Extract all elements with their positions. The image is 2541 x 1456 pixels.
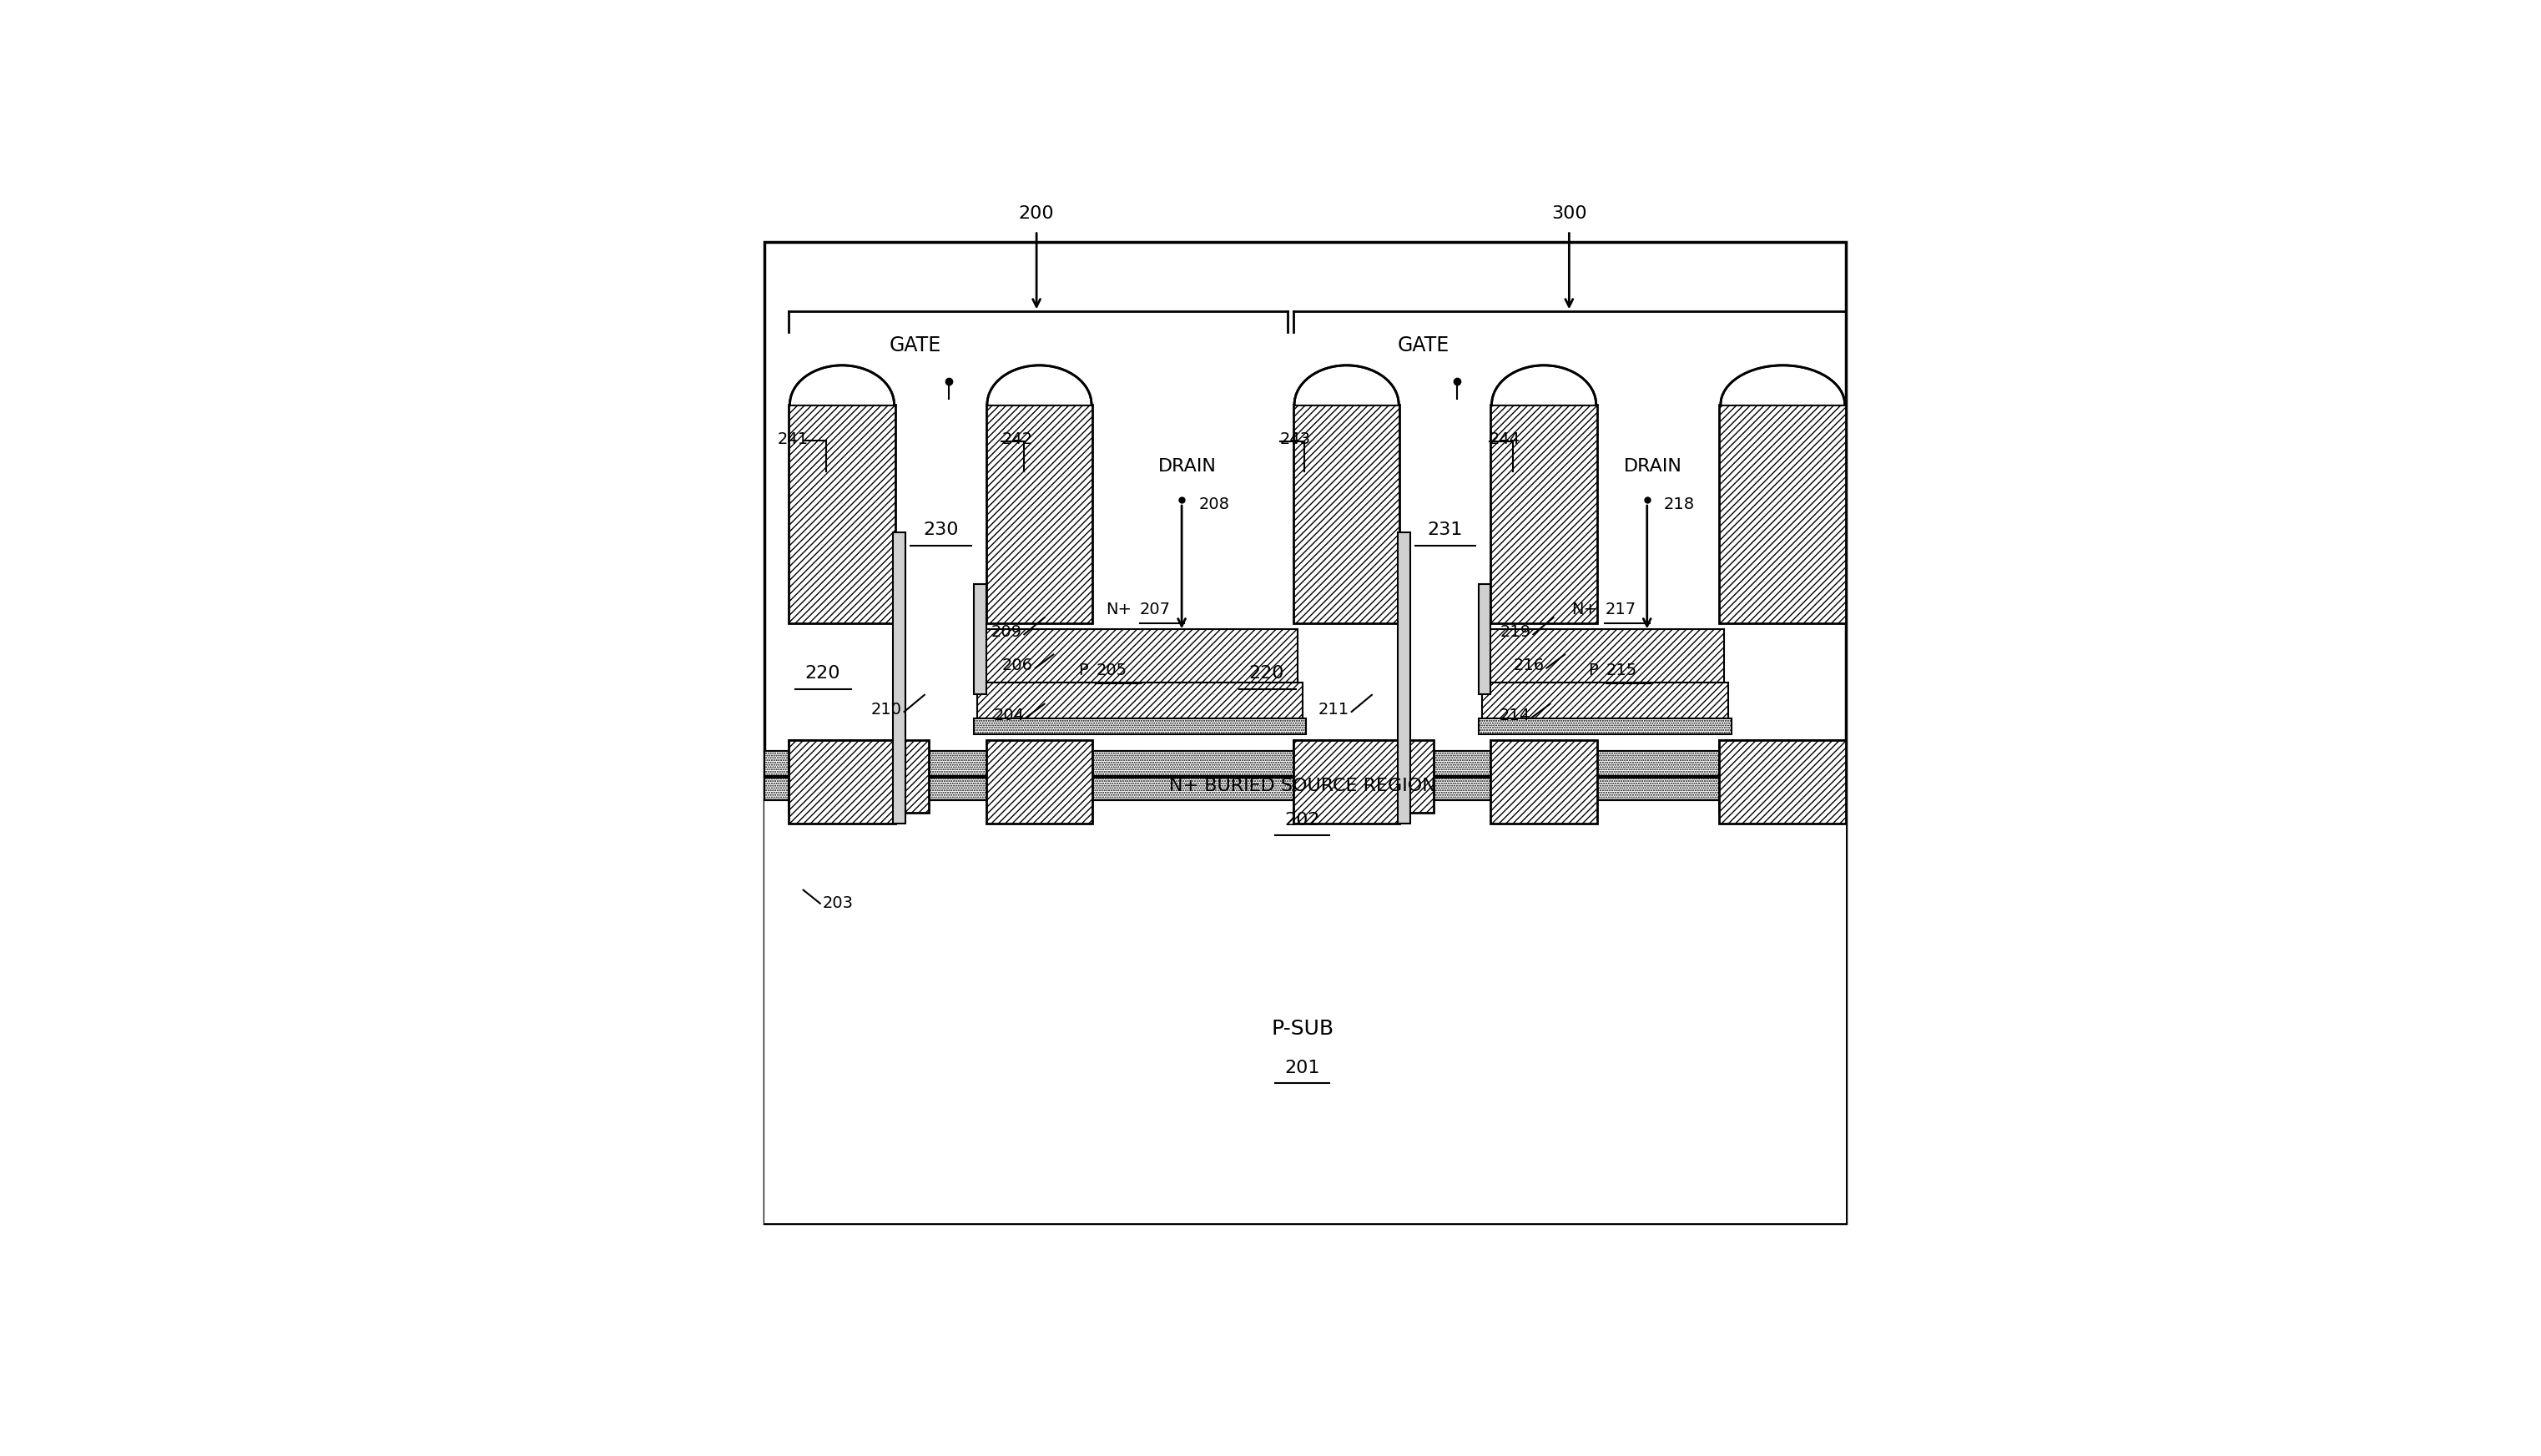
Polygon shape [788, 365, 894, 405]
Bar [1293, 740, 1433, 812]
Text: 207: 207 [1141, 601, 1171, 617]
Polygon shape [1720, 365, 1847, 405]
Text: 201: 201 [1286, 1060, 1319, 1076]
Text: 206: 206 [1001, 658, 1034, 674]
Bar [1492, 740, 1598, 824]
Bar [892, 533, 905, 824]
Bar [1486, 629, 1723, 683]
Bar [1720, 740, 1847, 824]
Text: 300: 300 [1553, 205, 1588, 221]
Bar [1720, 740, 1847, 812]
Text: 203: 203 [823, 895, 854, 911]
Text: 231: 231 [1428, 521, 1464, 539]
Bar [765, 751, 1847, 776]
Bar [1398, 533, 1410, 824]
Bar [765, 242, 1847, 1223]
Text: 215: 215 [1606, 662, 1636, 678]
Text: 200: 200 [1019, 205, 1055, 221]
Text: 202: 202 [1286, 812, 1319, 828]
Text: P: P [1077, 662, 1088, 678]
Bar [1720, 405, 1847, 623]
Text: 244: 244 [1489, 431, 1520, 447]
Bar [788, 405, 894, 623]
Bar [788, 740, 930, 812]
Bar [1293, 740, 1400, 824]
Text: GATE: GATE [889, 335, 940, 355]
Bar [981, 629, 1298, 683]
Text: 220: 220 [805, 665, 841, 681]
Bar [986, 405, 1093, 623]
Bar [973, 718, 1306, 734]
Text: P-SUB: P-SUB [1270, 1019, 1334, 1040]
Text: 219: 219 [1499, 625, 1532, 641]
Bar [765, 751, 1847, 1223]
Text: 214: 214 [1499, 708, 1530, 724]
Text: 210: 210 [872, 702, 902, 718]
Text: 216: 216 [1514, 658, 1545, 674]
Text: 230: 230 [922, 521, 958, 539]
Text: 218: 218 [1664, 496, 1695, 513]
Polygon shape [1293, 365, 1400, 405]
Text: 241: 241 [778, 431, 808, 447]
Text: 204: 204 [994, 708, 1024, 724]
Bar [788, 740, 894, 824]
Text: 205: 205 [1095, 662, 1126, 678]
Bar [1479, 584, 1492, 695]
Text: N+: N+ [1570, 601, 1598, 617]
Text: GATE: GATE [1398, 335, 1448, 355]
Bar [765, 778, 1847, 801]
Text: 208: 208 [1199, 496, 1230, 513]
Bar [973, 584, 986, 695]
Text: N+: N+ [1105, 601, 1131, 617]
Text: 217: 217 [1606, 601, 1636, 617]
Text: P: P [1588, 662, 1598, 678]
Bar [1492, 405, 1598, 623]
Bar [986, 740, 1093, 824]
Text: N+ BURIED SOURCE REGION: N+ BURIED SOURCE REGION [1169, 778, 1436, 794]
Bar [1481, 683, 1728, 718]
Bar [1479, 718, 1733, 734]
Bar [978, 683, 1304, 718]
Text: 209: 209 [991, 625, 1021, 641]
Text: 211: 211 [1319, 702, 1349, 718]
Text: DRAIN: DRAIN [1624, 457, 1682, 475]
Polygon shape [1492, 365, 1598, 405]
Polygon shape [986, 365, 1093, 405]
Text: 242: 242 [1001, 431, 1032, 447]
Bar [1293, 405, 1400, 623]
Text: 220: 220 [1248, 665, 1283, 681]
Text: DRAIN: DRAIN [1159, 457, 1217, 475]
Text: 243: 243 [1281, 431, 1311, 447]
